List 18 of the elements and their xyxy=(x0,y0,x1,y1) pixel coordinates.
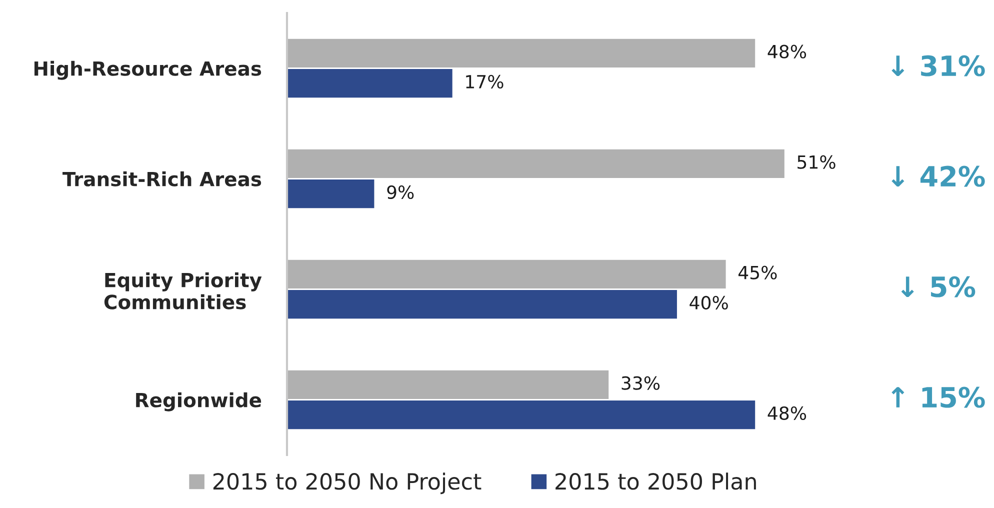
data-label: 48% xyxy=(768,406,806,420)
text: ↓ 31% xyxy=(892,55,985,76)
text: ↓ 42% xyxy=(892,166,985,187)
legend-label: 2015 to 2050 Plan xyxy=(556,472,756,490)
legend-label: 2015 to 2050 No Project xyxy=(213,472,482,494)
data-label: 17% xyxy=(466,74,504,89)
data-label: 45% xyxy=(738,266,777,280)
y-tick-label: Equity Priority Communities xyxy=(104,272,262,310)
data-label: 51% xyxy=(798,155,836,169)
y-tick-label: Regionwide xyxy=(136,392,262,412)
data-label: 33% xyxy=(622,376,660,390)
text: ↓ 5% xyxy=(901,276,976,298)
y-tick-label: High-Resource Areas xyxy=(34,60,262,80)
data-label: 40% xyxy=(690,296,728,310)
y-tick-label: Transit-Rich Areas xyxy=(62,171,262,186)
data-label: 9% xyxy=(387,185,414,200)
text: ↑ 15% xyxy=(892,386,985,408)
data-label: 48% xyxy=(768,44,806,58)
